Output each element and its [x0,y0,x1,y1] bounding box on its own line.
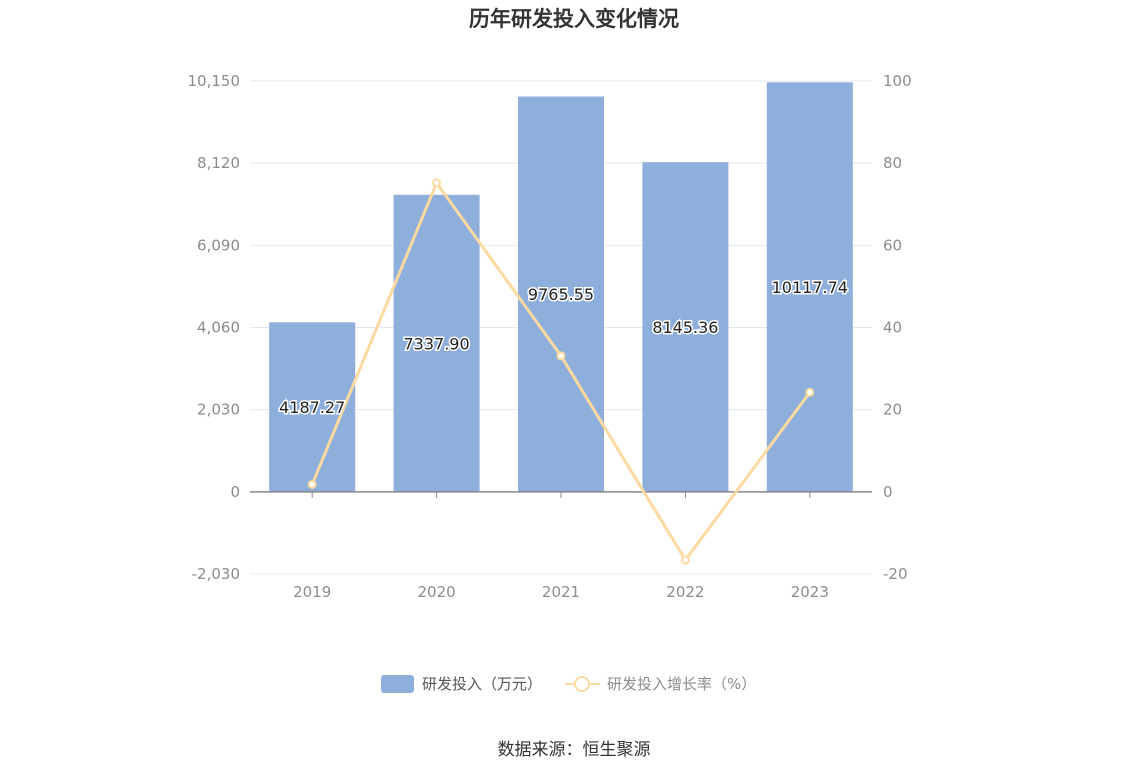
x-tick-label: 2023 [791,583,829,601]
y-right-tick-label: 80 [883,154,902,172]
x-tick-label: 2021 [542,583,580,601]
line-point [307,479,317,489]
bar [518,96,604,492]
legend-label-bars: 研发投入（万元） [422,675,542,693]
line-point [680,555,690,565]
y-left-tick-label: 2,030 [197,401,240,419]
line-point [432,178,442,188]
legend-marker-line [574,676,590,692]
legend-item-bars[interactable]: 研发投入（万元） [381,675,542,693]
x-tick-label: 2020 [418,583,456,601]
y-right-tick-label: 20 [883,401,902,419]
legend: 研发投入（万元） 研发投入增长率（%） [381,675,756,693]
bar-value-label: 9765.55 [528,285,594,304]
y-left-tick-label: 6,090 [197,236,240,254]
y-left-tick-label: 4,060 [197,319,240,337]
legend-label-line: 研发投入增长率（%） [607,675,756,693]
x-axis: 2019 2020 2021 2022 2023 [250,491,872,601]
x-tick-label: 2022 [666,583,704,601]
y-left-tick-label: -2,030 [192,565,240,583]
bar-value-label: 7337.90 [404,334,470,353]
bar-labels: 4187.27 7337.90 9765.55 8145.36 10117.74 [278,277,850,419]
bar-value-label: 8145.36 [652,318,718,337]
legend-swatch-bars [381,675,414,693]
y-left-tick-label: 8,120 [197,154,240,172]
y-axis-left: -2,030 0 2,030 4,060 6,090 8,120 10,150 [188,72,241,583]
bar-series [269,82,853,492]
source-text: 数据来源：恒生聚源 [498,740,651,760]
y-right-tick-label: 100 [883,72,912,90]
line-point [556,351,566,361]
y-left-tick-label: 10,150 [188,72,241,90]
legend-item-line[interactable]: 研发投入增长率（%） [565,675,756,693]
bar-value-label: 10117.74 [772,278,848,297]
bar [269,322,356,492]
bar [766,82,853,492]
chart-title: 历年研发投入变化情况 [469,7,679,31]
line-series [307,178,815,565]
bar [393,194,480,492]
y-right-tick-label: 60 [883,236,902,254]
bar [642,162,729,492]
bar-value-label: 4187.27 [279,398,345,417]
line-point [805,387,815,397]
y-right-tick-label: 0 [883,483,893,501]
x-tick-label: 2019 [293,583,331,601]
y-right-tick-label: -20 [883,565,908,583]
y-left-tick-label: 0 [230,483,240,501]
y-axis-right: -20 0 20 40 60 80 100 [883,72,912,583]
y-right-tick-label: 40 [883,319,902,337]
